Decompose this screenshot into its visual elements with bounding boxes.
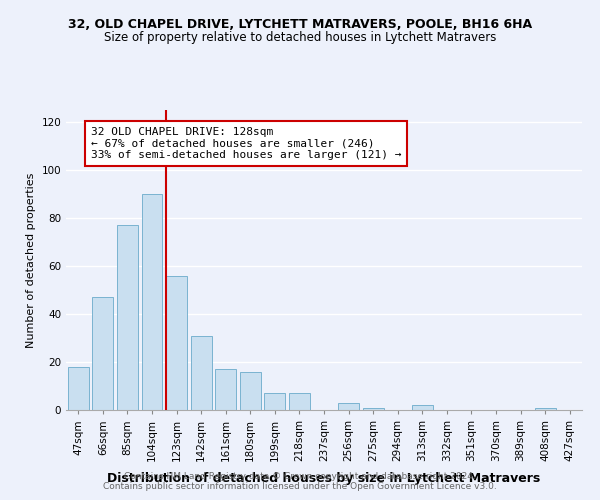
Text: Size of property relative to detached houses in Lytchett Matravers: Size of property relative to detached ho… bbox=[104, 31, 496, 44]
Bar bbox=[166, 276, 187, 410]
Y-axis label: Number of detached properties: Number of detached properties bbox=[26, 172, 36, 348]
Text: 32, OLD CHAPEL DRIVE, LYTCHETT MATRAVERS, POOLE, BH16 6HA: 32, OLD CHAPEL DRIVE, LYTCHETT MATRAVERS… bbox=[68, 18, 532, 30]
Text: Contains HM Land Registry data © Crown copyright and database right 2024.: Contains HM Land Registry data © Crown c… bbox=[124, 472, 476, 481]
Text: Contains public sector information licensed under the Open Government Licence v3: Contains public sector information licen… bbox=[103, 482, 497, 491]
Bar bbox=[412, 405, 433, 410]
Bar bbox=[535, 408, 556, 410]
Bar bbox=[265, 393, 286, 410]
Bar bbox=[142, 194, 163, 410]
Bar bbox=[68, 367, 89, 410]
Bar bbox=[362, 408, 383, 410]
Text: 32 OLD CHAPEL DRIVE: 128sqm
← 67% of detached houses are smaller (246)
33% of se: 32 OLD CHAPEL DRIVE: 128sqm ← 67% of det… bbox=[91, 127, 401, 160]
Bar bbox=[215, 369, 236, 410]
Bar bbox=[92, 297, 113, 410]
Bar bbox=[240, 372, 261, 410]
Bar bbox=[191, 336, 212, 410]
Bar bbox=[289, 393, 310, 410]
Bar bbox=[338, 403, 359, 410]
X-axis label: Distribution of detached houses by size in Lytchett Matravers: Distribution of detached houses by size … bbox=[107, 472, 541, 486]
Bar bbox=[117, 225, 138, 410]
